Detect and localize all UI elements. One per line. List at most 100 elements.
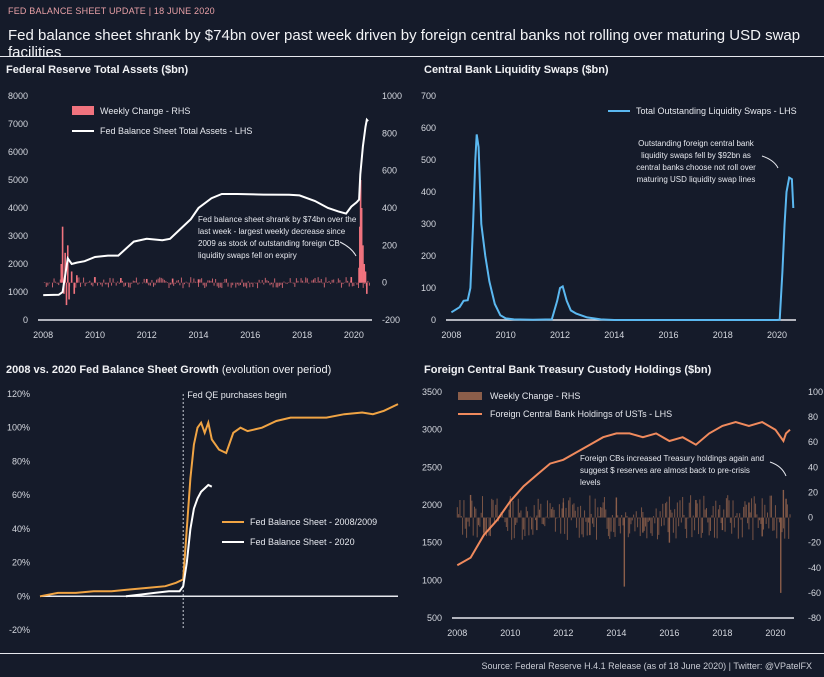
panel-foreign-cb-custody: Foreign Central Bank Treasury Custody Ho…: [418, 360, 824, 650]
header-tag: FED BALANCE SHEET UPDATE | 18 JUNE 2020: [8, 6, 215, 16]
y-tick-label: 400: [382, 203, 397, 213]
x-tick-label: 2010: [496, 330, 516, 340]
y-tick-label: 300: [421, 219, 436, 229]
y-tick-label: 0%: [17, 591, 30, 601]
y-tick-label: 40%: [12, 524, 30, 534]
annotation-fed-total-assets-line: last week - largest weekly decrease sinc…: [198, 227, 346, 236]
y-tick-label: 5000: [8, 175, 28, 185]
y-tick-label: 2500: [422, 462, 442, 472]
legend-swatch-weekly-change: [458, 392, 482, 400]
y-tick-label: 3000: [422, 425, 442, 435]
panel-fed-total-assets: Federal Reserve Total Assets ($bn) 0 1000…: [0, 60, 410, 355]
y-tick-label: 0: [808, 513, 813, 523]
annotation-arrow: [761, 155, 779, 169]
y-tick-label: 6000: [8, 147, 28, 157]
y-tick-label: 100: [421, 283, 436, 293]
x-tick-label: 2010: [85, 330, 105, 340]
header-divider: [0, 56, 824, 57]
panel-cb-liquidity-swaps: Central Bank Liquidity Swaps ($bn) 0 100 2…: [418, 60, 824, 355]
footer-source: Source: Federal Reserve H.4.1 Release (a…: [481, 661, 812, 671]
annotation-foreign-cb-line: suggest $ reserves are almost back to pr…: [580, 466, 750, 475]
annotation-fed-total-assets-line: Fed balance sheet shrank by $74bn over t…: [198, 215, 357, 224]
y-tick-label: 3500: [422, 387, 442, 397]
annotation-fed-total-assets-line: liquidity swaps fell on expiry: [198, 251, 297, 260]
panel-title-cb-liquidity-swaps: Central Bank Liquidity Swaps ($bn): [424, 64, 609, 76]
y-tick-label: -20%: [9, 625, 30, 635]
x-tick-label: 2020: [765, 628, 785, 638]
y-tick-label: 20%: [12, 558, 30, 568]
annotation-foreign-cb-line: levels: [580, 478, 600, 487]
y-tick-label: 40: [808, 462, 818, 472]
y-tick-label: -80: [808, 613, 821, 623]
y-tick-label: 100: [808, 387, 823, 397]
y-tick-label: 400: [421, 187, 436, 197]
annotation-foreign-cb-line: Foreign CBs increased Treasury holdings …: [580, 454, 764, 463]
growth-2008-line: [39, 403, 399, 598]
x-tick-label: 2020: [344, 330, 364, 340]
x-tick-label: 2020: [767, 330, 787, 340]
qe-marker-label: Fed QE purchases begin: [187, 390, 287, 400]
legend-swatch-weekly-change: [72, 106, 94, 115]
y-tick-label: 100%: [7, 423, 30, 433]
x-tick-label: 2018: [712, 628, 732, 638]
liquidity-swaps-line: [450, 134, 795, 321]
annotation-liquidity-swaps-line: central banks choose not roll over: [636, 163, 756, 172]
panel-title-foreign-cb-custody: Foreign Central Bank Treasury Custody Ho…: [424, 364, 712, 376]
y-tick-label: 2000: [8, 259, 28, 269]
total-assets-line: [43, 117, 369, 297]
legend-label-liquidity-swaps: Total Outstanding Liquidity Swaps - LHS: [636, 106, 797, 116]
y-tick-label: -40: [808, 563, 821, 573]
legend-label-2020: Fed Balance Sheet - 2020: [250, 537, 355, 547]
y-tick-label: 1000: [382, 91, 402, 101]
y-tick-label: 1000: [422, 575, 442, 585]
x-tick-label: 2014: [189, 330, 209, 340]
y-tick-label: -200: [382, 315, 400, 325]
y-tick-label: 200: [382, 240, 397, 250]
x-tick-label: 2016: [658, 330, 678, 340]
annotation-liquidity-swaps-line: maturing USD liquidity swap lines: [637, 175, 756, 184]
x-tick-label: 2016: [240, 330, 260, 340]
y-tick-label: -20: [808, 538, 821, 548]
y-tick-label: 20: [808, 487, 818, 497]
y-tick-label: 1000: [8, 287, 28, 297]
y-tick-label: 700: [421, 91, 436, 101]
annotation-liquidity-swaps-line: Outstanding foreign central bank: [638, 139, 755, 148]
x-tick-label: 2016: [659, 628, 679, 638]
y-tick-label: 200: [421, 251, 436, 261]
y-tick-label: 8000: [8, 91, 28, 101]
x-tick-label: 2012: [550, 330, 570, 340]
y-tick-label: 3000: [8, 231, 28, 241]
legend-label-weekly-change: Weekly Change - RHS: [100, 106, 190, 116]
y-tick-label: 0: [431, 315, 436, 325]
x-tick-label: 2010: [500, 628, 520, 638]
y-tick-label: 60: [808, 437, 818, 447]
annotation-liquidity-swaps-line: liquidity swaps fell by $92bn as: [641, 151, 751, 160]
y-tick-label: 500: [421, 155, 436, 165]
chart-cb-liquidity-swaps: 0 100 200 300 400 500 600 700 2008 2010 2012 2014 20…: [421, 91, 797, 340]
x-tick-label: 2018: [713, 330, 733, 340]
x-tick-label: 2012: [553, 628, 573, 638]
panel-title-subtitle: (evolution over period): [221, 364, 332, 376]
legend-label-holdings: Foreign Central Bank Holdings of USTs - …: [490, 409, 672, 419]
foreign-cb-holdings-line: [456, 421, 791, 567]
annotation-arrow: [769, 461, 787, 477]
legend-label-weekly-change: Weekly Change - RHS: [490, 391, 580, 401]
panel-title-main: 2008 vs. 2020 Fed Balance Sheet Growth: [6, 364, 219, 376]
y-tick-label: 600: [421, 123, 436, 133]
x-tick-label: 2008: [33, 330, 53, 340]
x-tick-label: 2018: [292, 330, 312, 340]
y-tick-label: 2000: [422, 500, 442, 510]
y-tick-label: 120%: [7, 389, 30, 399]
x-tick-label: 2008: [447, 628, 467, 638]
panel-balance-sheet-growth: 2008 vs. 2020 Fed Balance Sheet Growth (…: [0, 360, 410, 650]
annotation-fed-total-assets-line: 2009 as stock of outstanding foreign CB: [198, 239, 340, 248]
y-tick-label: -60: [808, 588, 821, 598]
growth-2020-line: [125, 483, 213, 598]
y-tick-label: 7000: [8, 119, 28, 129]
y-tick-label: 500: [427, 613, 442, 623]
y-tick-label: 600: [382, 166, 397, 176]
y-tick-label: 1500: [422, 538, 442, 548]
chart-foreign-cb-custody: 500 1000 1500 2000 2500 3000 3500 -80 -60 -40 -20 0…: [422, 387, 823, 638]
y-tick-label: 800: [382, 128, 397, 138]
y-tick-label: 80: [808, 412, 818, 422]
